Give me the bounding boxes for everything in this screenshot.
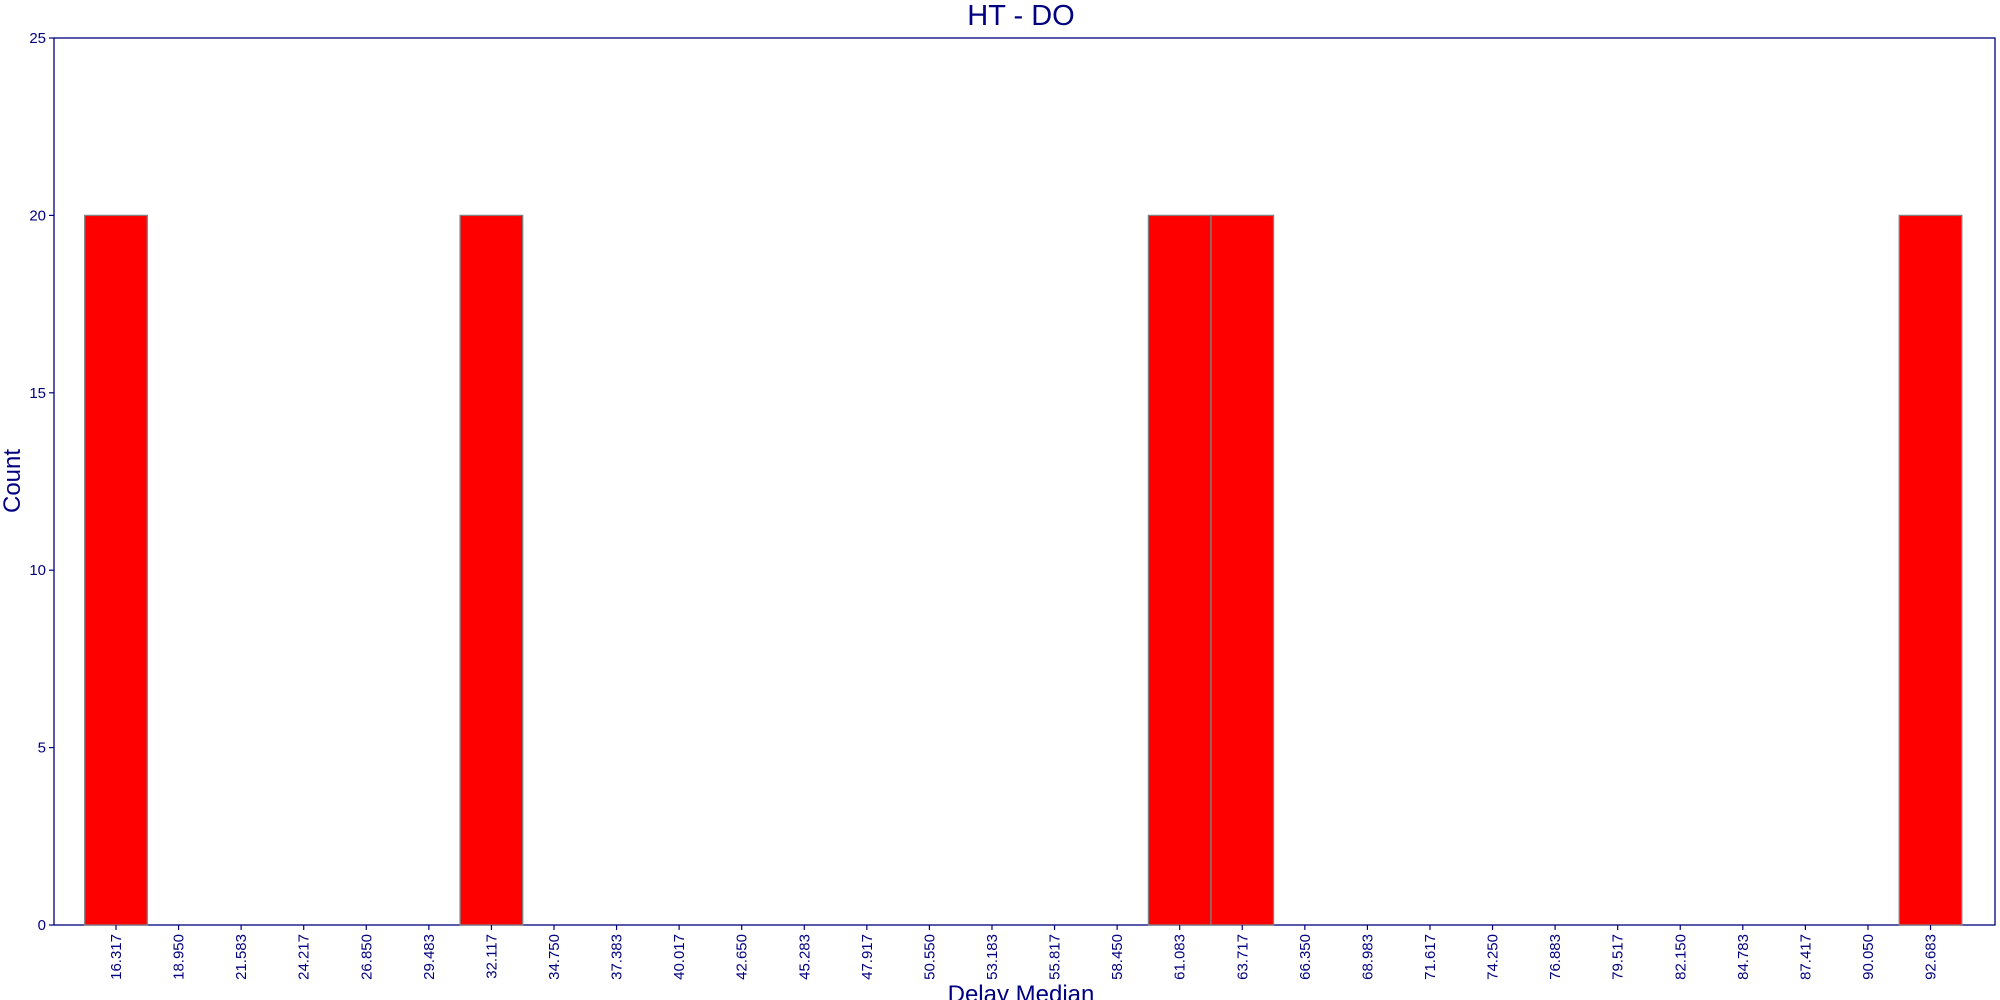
x-tick-label: 58.450: [1109, 934, 1126, 980]
x-axis: 16.317 18.950 21.583 24.217 26.850 29.483 32.1…: [108, 925, 1940, 980]
chart-title: HT - DO: [967, 0, 1074, 32]
y-tick-label: 10: [29, 562, 46, 579]
x-tick-label: 16.317: [108, 934, 125, 980]
bar-92.683: [1898, 214, 1963, 926]
x-tick-label: 74.250: [1485, 934, 1502, 980]
x-tick-label: 55.817: [1047, 934, 1064, 980]
y-tick-label: 5: [38, 740, 46, 757]
x-tick-label: 76.883: [1547, 934, 1564, 980]
x-tick-label: 24.217: [296, 934, 313, 980]
x-tick-label: 32.117: [483, 934, 500, 979]
y-tick-label: 0: [38, 917, 46, 934]
x-tick-label: 47.917: [859, 934, 876, 980]
x-tick-label: 42.650: [734, 934, 751, 980]
y-axis: 0 5 10 15 20 25: [29, 30, 54, 934]
x-tick-label: 92.683: [1923, 934, 1940, 980]
bar-32.117: [459, 214, 524, 926]
x-tick-label: 50.550: [921, 934, 938, 980]
x-tick-label: 71.617: [1422, 934, 1439, 980]
x-tick-label: 90.050: [1860, 934, 1877, 980]
y-tick-label: 25: [29, 30, 46, 47]
x-axis-title: Delay Median: [948, 981, 1095, 1000]
y-tick-label: 15: [29, 385, 46, 402]
x-tick-label: 61.083: [1172, 934, 1189, 980]
x-tick-label: 40.017: [671, 934, 688, 980]
x-tick-label: 66.350: [1297, 934, 1314, 980]
y-tick-label: 20: [29, 207, 46, 224]
bar-16.317: [84, 214, 148, 926]
x-tick-label: 84.783: [1735, 934, 1752, 980]
x-tick-label: 21.583: [233, 934, 250, 980]
bars-group: [84, 214, 1963, 926]
bar-61.083: [1147, 214, 1212, 926]
bar-63.717: [1210, 214, 1275, 926]
x-tick-label: 53.183: [984, 934, 1001, 980]
plot-area: [53, 37, 1996, 926]
x-tick-label: 37.383: [609, 934, 626, 980]
x-tick-label: 34.750: [546, 934, 563, 980]
x-tick-label: 68.983: [1359, 934, 1376, 980]
x-tick-label: 87.417: [1797, 934, 1814, 980]
x-tick-label: 45.283: [796, 934, 813, 980]
x-tick-label: 18.950: [171, 934, 188, 980]
y-axis-title: Count: [0, 449, 26, 513]
x-tick-label: 63.717: [1234, 934, 1251, 980]
x-tick-label: 26.850: [358, 934, 375, 980]
x-tick-label: 82.150: [1672, 934, 1689, 980]
x-tick-label: 29.483: [421, 934, 438, 980]
x-tick-label: 79.517: [1610, 934, 1627, 980]
